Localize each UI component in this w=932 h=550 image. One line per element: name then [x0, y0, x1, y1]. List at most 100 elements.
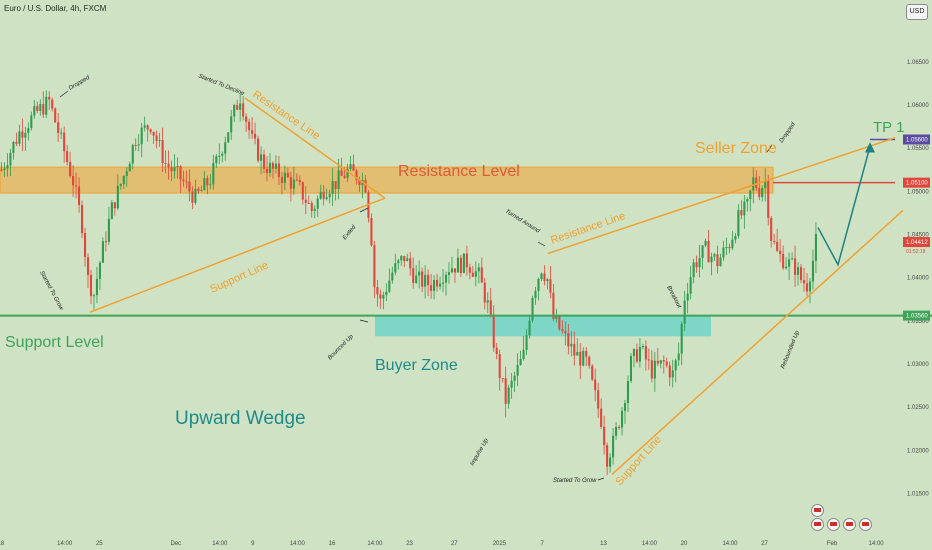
candle-body [707, 240, 710, 263]
time-axis[interactable]: 18 14:00 25 Dec 14:00 9 14:00 16 14:00 23 27 2025 7 1… [0, 541, 884, 547]
price-tick-label: 1.06500 [907, 60, 929, 66]
candle-body [274, 163, 278, 169]
candle-body [498, 354, 501, 378]
candle-body [397, 260, 400, 264]
price-tick-label: 1.01500 [907, 491, 929, 497]
candle-body [322, 191, 325, 200]
candle-body [72, 176, 75, 186]
flag-eu-icon[interactable] [827, 518, 840, 531]
candle-body [298, 180, 301, 183]
candle-body [510, 380, 513, 388]
candle-body [346, 168, 349, 178]
candle-body [716, 254, 719, 267]
candle-body [468, 267, 471, 273]
flag-us-icon[interactable] [811, 518, 824, 531]
candle-body [230, 116, 233, 133]
candle-body [623, 403, 627, 411]
support-price-badge-bg [903, 310, 930, 321]
candle-body [796, 267, 800, 275]
support-line-1 [89, 197, 386, 313]
candle-body [558, 316, 561, 330]
candle-body [373, 245, 376, 288]
candle-body [128, 163, 131, 172]
candle-body [176, 166, 179, 168]
countdown-timer: 01:52:19 [906, 249, 926, 255]
candle-body [802, 280, 806, 284]
candle-body [122, 175, 125, 185]
candle-body [170, 167, 173, 172]
candle-body [459, 257, 462, 273]
candle-body [424, 274, 427, 287]
price-axis[interactable]: 1.06500 1.06000 1.05500 1.05000 1.04500 1.040… [903, 60, 930, 498]
flag-eu-icon[interactable] [859, 518, 872, 531]
candle-body [746, 198, 749, 202]
candle-body [12, 141, 15, 153]
candle-body [221, 153, 224, 156]
candle-body [537, 278, 540, 291]
candle-body [755, 177, 758, 189]
candle-body [0, 169, 3, 171]
flag-us-icon[interactable] [843, 518, 856, 531]
time-tick-label: Dec [171, 541, 182, 547]
currency-button[interactable]: USD [906, 4, 928, 20]
candle-body [447, 272, 451, 275]
candle-body [304, 199, 307, 203]
candle-body [788, 259, 791, 267]
economic-events[interactable] [807, 504, 875, 540]
flag-us-icon[interactable] [811, 504, 824, 517]
candle-body [808, 281, 812, 292]
drawn-lines [0, 90, 932, 481]
started-to-grow-2-label: Started To Grow [553, 478, 597, 484]
candle-body [686, 293, 689, 301]
candle-body [42, 104, 45, 115]
candle-body [36, 106, 39, 111]
candle-body [9, 152, 12, 166]
candle-body [606, 445, 609, 467]
candle-body [519, 358, 522, 365]
candle-body [15, 141, 18, 144]
current-price-badge: 1.04412 [906, 240, 928, 246]
candle-body [609, 457, 612, 467]
time-tick-label: 9 [251, 541, 255, 547]
candle-body [155, 135, 158, 141]
candle-body [612, 435, 615, 458]
candle-body [549, 279, 552, 293]
candle-body [725, 247, 728, 249]
candle-body [516, 364, 519, 376]
candle-body [811, 260, 815, 282]
candle-body [3, 168, 6, 170]
candle-body [635, 349, 638, 362]
candle-body [116, 185, 119, 209]
arrow-exited [359, 207, 369, 213]
candle-body [683, 300, 686, 324]
candle-body [450, 268, 454, 273]
projection-arrow-head [865, 142, 875, 153]
candle-body [695, 262, 698, 268]
candle-body [310, 202, 313, 212]
candle-body [453, 268, 457, 273]
seller-zone-band [0, 166, 774, 194]
candle-body [444, 274, 448, 283]
candle-body [245, 116, 248, 122]
candle-body [6, 165, 9, 169]
candle-body [248, 121, 251, 131]
time-tick-label: 14:00 [367, 541, 383, 547]
candle-body [328, 193, 331, 198]
candle-body [653, 360, 656, 379]
candle-body [45, 96, 48, 115]
candle-body [761, 188, 764, 198]
candle-body [588, 356, 591, 366]
candle-body [289, 177, 292, 189]
time-tick-label: 14:00 [642, 541, 658, 547]
candle-body [30, 115, 33, 129]
candle-body [758, 188, 761, 198]
candle-body [337, 170, 340, 189]
candle-body [576, 351, 579, 356]
candle-body [573, 343, 576, 356]
candle-body [185, 181, 188, 183]
candle-body [531, 298, 534, 321]
candle-body [567, 333, 570, 347]
candle-body [188, 181, 191, 192]
candle-body [110, 202, 113, 219]
